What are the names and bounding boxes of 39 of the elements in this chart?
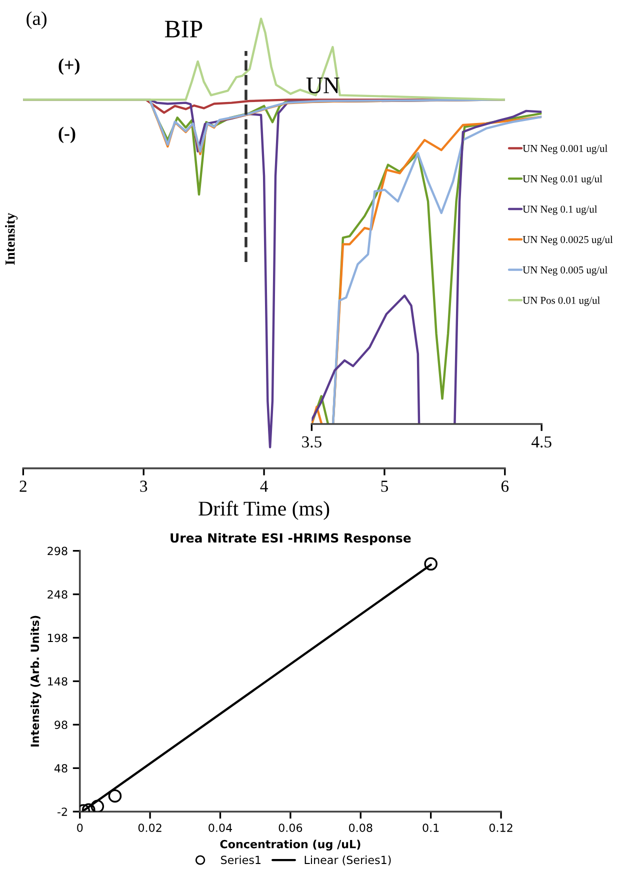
annotation: (+) xyxy=(58,58,80,75)
legend-label: Series1 xyxy=(221,856,260,864)
x-tick-label: 4.5 xyxy=(532,436,552,448)
legend-label: UN Neg 0.005 ug/ul xyxy=(522,266,608,276)
y-tick-label: -2 xyxy=(58,808,67,816)
x-tick-label: 5 xyxy=(381,480,388,492)
x-tick-label: 0.12 xyxy=(489,824,512,832)
x-tick-label: 0 xyxy=(77,824,83,832)
chart-title: Urea Nitrate ESI -HRIMS Response xyxy=(170,532,411,546)
x-tick-label: 0.02 xyxy=(138,824,162,832)
x-axis-title: Drift Time (ms) xyxy=(198,500,330,520)
x-tick-label: 0.04 xyxy=(208,824,232,832)
legend-label: UN Neg 0.1 ug/ul xyxy=(522,205,598,215)
x-tick-label: 6 xyxy=(501,480,509,492)
legend-label: UN Neg 0.001 ug/ul xyxy=(522,144,608,154)
x-tick-label: 2 xyxy=(20,480,26,492)
legend-label: UN Pos 0.01 ug/ul xyxy=(522,296,600,306)
annotation: (-) xyxy=(58,126,76,144)
x-tick-label: 3 xyxy=(140,480,148,492)
x-tick-label: 0.06 xyxy=(278,824,302,832)
y-tick-label: 248 xyxy=(48,590,68,599)
legend-label: Linear (Series1) xyxy=(304,856,391,866)
x-tick-label: 0.1 xyxy=(422,824,439,832)
annotation: BIP xyxy=(164,20,202,38)
x-tick-label: 0.08 xyxy=(349,824,372,832)
x-tick-label: 3.5 xyxy=(302,436,322,448)
legend-label: UN Neg 0.0025 ug/ul xyxy=(522,236,613,246)
y-axis-title: Intensity xyxy=(4,212,18,265)
x-axis-title: Concentration (ug /uL) xyxy=(220,840,360,851)
annotation: (a) xyxy=(26,11,46,29)
y-tick-label: 198 xyxy=(48,634,68,642)
annotation: UN xyxy=(306,78,340,94)
legend-label: UN Neg 0.01 ug/ul xyxy=(522,175,602,184)
y-tick-label: 148 xyxy=(48,677,68,686)
y-tick-label: 48 xyxy=(54,764,68,773)
y-tick-label: 98 xyxy=(54,720,68,730)
y-tick-label: 298 xyxy=(48,546,68,556)
x-tick-label: 4 xyxy=(260,480,268,492)
y-axis-title: Intensity (Arb. Units) xyxy=(30,616,42,746)
